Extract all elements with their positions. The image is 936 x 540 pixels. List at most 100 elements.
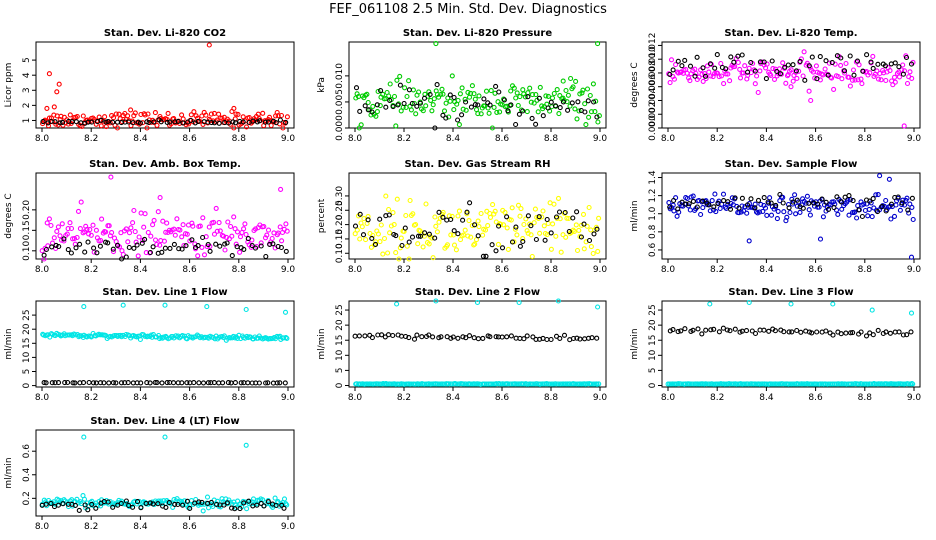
data-point xyxy=(126,244,132,251)
data-point xyxy=(180,116,186,122)
data-point xyxy=(466,218,472,224)
data-point xyxy=(113,111,119,117)
outlier-point xyxy=(808,97,814,104)
data-point xyxy=(888,216,894,222)
data-point xyxy=(471,242,477,248)
data-point xyxy=(480,335,486,341)
data-point xyxy=(219,115,225,121)
data-point xyxy=(263,253,269,260)
x-tick-label: 9.0 xyxy=(593,134,608,144)
y-tick-label: 10 xyxy=(335,349,345,361)
data-point xyxy=(683,201,689,207)
data-point xyxy=(675,206,681,212)
data-point xyxy=(570,215,576,221)
data-point xyxy=(834,194,840,200)
x-tick-label: 9.0 xyxy=(281,134,296,144)
data-point xyxy=(422,230,428,236)
data-point xyxy=(224,500,230,506)
data-point xyxy=(762,205,769,211)
data-point xyxy=(845,197,851,203)
data-point xyxy=(537,230,543,236)
data-point xyxy=(154,380,160,386)
data-point xyxy=(518,206,524,212)
chart-panel-8: Stan. Dev. Line 2 Flow 8.0 8.2 8.4 8.6 8.8 9.0… xyxy=(317,287,607,403)
data-point xyxy=(362,103,368,109)
data-point xyxy=(138,380,144,386)
data-point xyxy=(548,99,554,105)
data-point xyxy=(772,328,778,334)
data-point xyxy=(413,111,419,117)
data-point xyxy=(908,61,915,67)
plot-frame xyxy=(348,300,607,388)
data-point xyxy=(231,214,237,220)
outlier-point xyxy=(157,195,163,201)
data-point xyxy=(699,331,705,337)
data-point xyxy=(93,227,99,233)
y-tick-label: 0.012 xyxy=(648,33,658,59)
chart-panel-7: Stan. Dev. Line 1 Flow 8.0 8.2 8.4 8.6 8.8 9.0… xyxy=(4,287,295,403)
data-point xyxy=(557,105,563,111)
data-point xyxy=(539,214,545,220)
data-point xyxy=(120,251,126,258)
x-tick-label: 8.2 xyxy=(710,134,724,144)
data-point xyxy=(468,234,474,240)
data-point xyxy=(40,119,46,125)
data-point xyxy=(702,71,708,77)
data-point xyxy=(97,380,104,386)
data-point xyxy=(110,246,116,252)
data-point xyxy=(460,381,466,387)
data-point xyxy=(278,112,285,119)
data-point xyxy=(781,209,787,215)
data-point xyxy=(819,196,825,202)
data-point xyxy=(773,202,779,208)
data-point xyxy=(712,65,718,71)
data-point xyxy=(555,195,562,201)
data-point xyxy=(768,212,775,218)
data-point xyxy=(254,502,260,508)
data-point xyxy=(102,114,108,120)
y-tick-label: 0 xyxy=(648,382,658,388)
data-point xyxy=(65,121,71,127)
data-point xyxy=(86,379,92,386)
data-point xyxy=(85,239,91,245)
data-point xyxy=(154,122,160,128)
y-tick-label: 5 xyxy=(22,369,32,375)
data-point xyxy=(148,233,154,239)
data-point xyxy=(426,231,432,237)
data-point xyxy=(379,332,385,338)
data-point xyxy=(281,505,287,511)
data-point xyxy=(231,125,237,131)
data-point xyxy=(207,248,213,254)
data-point xyxy=(508,333,514,339)
data-point xyxy=(505,381,511,387)
data-point xyxy=(804,193,810,199)
data-point xyxy=(574,335,580,341)
data-point xyxy=(119,256,125,262)
data-point xyxy=(427,91,433,98)
data-point xyxy=(859,213,865,220)
data-point xyxy=(900,197,906,203)
y-tick-label: 1.4 xyxy=(648,170,658,185)
data-point xyxy=(177,227,183,233)
data-point xyxy=(692,73,698,79)
data-point xyxy=(135,253,141,259)
y-axis-label: degrees C xyxy=(4,193,14,238)
data-point xyxy=(80,380,87,386)
data-point xyxy=(565,92,571,98)
data-point xyxy=(130,220,136,226)
y-axis-label: ml/min xyxy=(4,328,14,359)
data-point xyxy=(123,254,129,260)
data-point xyxy=(554,87,560,93)
data-point xyxy=(735,59,741,66)
data-point xyxy=(456,208,462,214)
data-point xyxy=(809,330,815,336)
data-point xyxy=(363,237,369,243)
data-point xyxy=(417,233,424,239)
y-tick-label: 0.6 xyxy=(648,243,658,258)
data-point xyxy=(273,502,279,509)
data-point xyxy=(437,215,443,221)
y-tick-label: 10 xyxy=(648,349,658,361)
data-point xyxy=(544,216,550,223)
data-point xyxy=(489,125,495,131)
y-tick-label: 15 xyxy=(648,335,658,346)
